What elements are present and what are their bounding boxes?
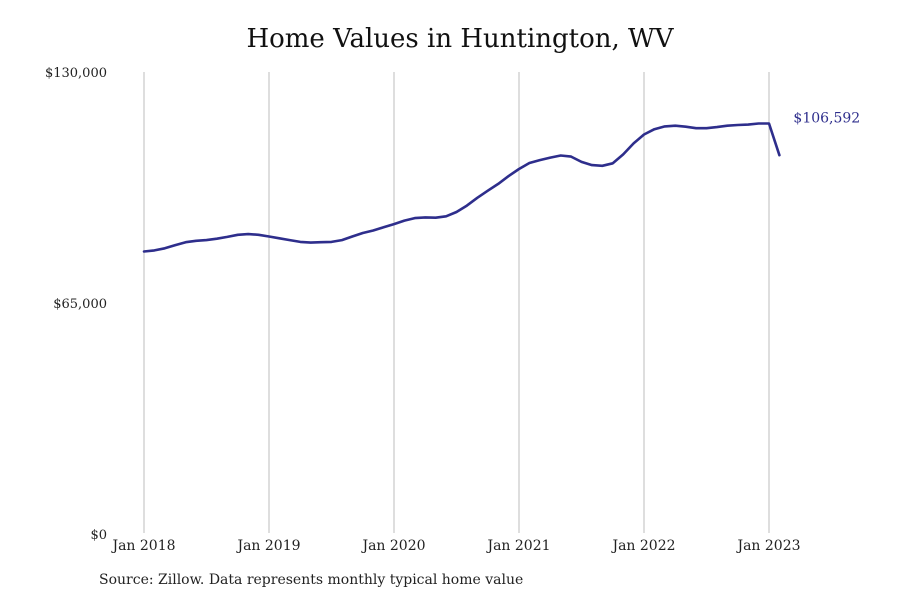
source-note: Source: Zillow. Data represents monthly …: [99, 572, 524, 588]
y-tick-label: $130,000: [45, 66, 107, 81]
end-value-label: $106,592: [793, 111, 860, 127]
x-tick-label: Jan 2023: [735, 538, 800, 554]
x-tick-label: Jan 2018: [110, 538, 175, 554]
x-tick-label: Jan 2020: [360, 538, 425, 554]
chart-title: Home Values in Huntington, WV: [246, 24, 674, 54]
series-line: [142, 122, 781, 253]
x-tick-label: Jan 2021: [485, 538, 550, 554]
y-tick-label: $65,000: [53, 297, 107, 312]
x-tick-label: Jan 2019: [235, 538, 300, 554]
x-tick-label: Jan 2022: [610, 538, 675, 554]
y-tick-label: $0: [90, 528, 107, 543]
